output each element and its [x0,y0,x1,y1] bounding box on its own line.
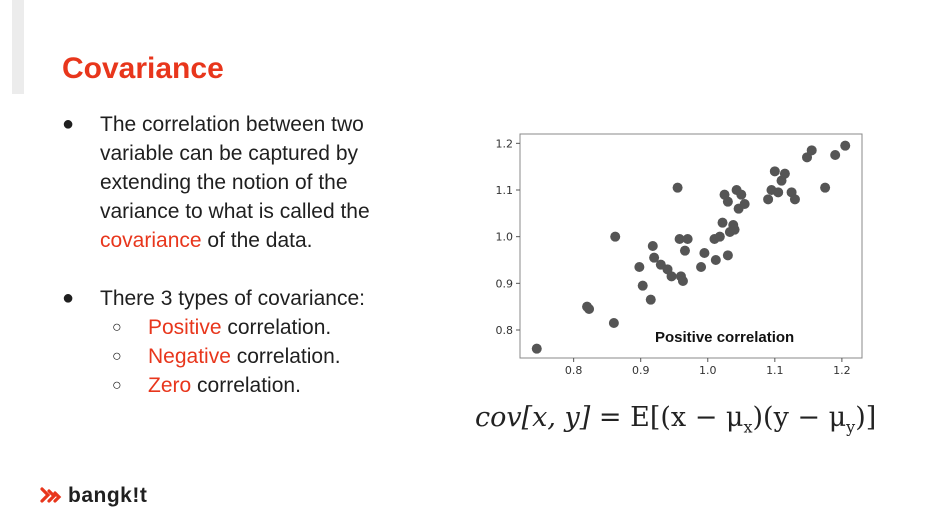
highlight-term: Negative [148,345,231,368]
bullet-line: variance to what is called the [100,200,370,223]
highlight-term: Zero [148,374,192,397]
x-tick-label: 1.2 [833,364,851,377]
scatter-point [647,241,658,251]
scatter-point [773,187,784,198]
x-tick-label: 0.9 [632,364,650,377]
y-tick-label: 1.0 [496,231,514,244]
bullet-line: extending the notion of the [100,171,348,194]
x-tick-label: 1.0 [699,364,717,377]
scatter-point [645,294,656,305]
bangkit-logo-icon [40,487,62,503]
scatter-point [672,182,683,193]
scatter-point [677,276,688,286]
bullet-item-types: ● There 3 types of covariance: [62,284,442,313]
scatter-point [679,245,690,256]
scatter-point [649,252,660,263]
formula-lhs: cov[x, y] [475,402,591,433]
plot-frame [519,133,863,359]
bullet-item-definition: ● The correlation between two variable c… [62,110,442,255]
chart-annotation: Positive correlation [655,329,794,346]
scatter-point [736,189,747,200]
covariance-formula: cov[x, y] = E[(x − μx)(y − μy)] [475,402,876,436]
scatter-point [666,271,677,282]
formula-mid: )(y − μ [752,402,847,433]
sub-item-zero: ○ Zero correlation. [62,371,442,400]
scatter-point [696,262,707,272]
formula-eq: = E[(x − μ [590,402,744,433]
logo-text: bangk!t [68,484,148,507]
y-tick-label: 0.9 [496,277,514,290]
scatter-point [763,194,774,205]
slide-title: Covariance [62,52,224,85]
scatter-point [806,145,817,156]
scatter-point [769,166,780,177]
x-tick-label: 0.8 [565,364,583,377]
scatter-point [714,231,725,242]
sub-item-negative: ○ Negative correlation. [62,342,442,371]
scatter-point [779,168,790,179]
scatter-point [722,250,733,261]
formula-sub-y: y [846,417,856,437]
formula-end: )] [855,402,877,433]
scatter-point [820,182,831,193]
circle-bullet-icon: ○ [112,377,122,394]
scatter-point [584,304,595,314]
bullet-dot-icon: ● [62,113,75,135]
bangkit-logo: bangk!t [40,484,147,508]
scatter-point [637,280,648,291]
circle-bullet-icon: ○ [112,348,122,365]
scatter-point [634,262,645,272]
circle-bullet-icon: ○ [112,319,122,336]
scatter-point [674,234,685,244]
highlight-term: covariance [100,229,202,252]
scatter-point [729,224,740,235]
scatter-point [739,199,750,209]
scatter-point [531,343,542,354]
y-tick-label: 0.8 [496,324,514,337]
formula-sub-x: x [743,417,753,437]
sub-item-positive: ○ Positive correlation. [62,313,442,342]
bullet-dot-icon: ● [62,287,75,309]
bullet-list: ● The correlation between two variable c… [62,110,442,400]
scatter-point [610,231,621,242]
bullet-line-tail: of the data. [201,229,313,252]
scatter-point [717,217,728,228]
bullet-line: The correlation between two [100,113,364,136]
y-tick-label: 1.2 [496,137,514,150]
scatter-point [840,140,851,151]
highlight-term: Positive [148,316,222,339]
bullet-text: There 3 types of covariance: [100,287,365,310]
scatter-point [789,194,800,205]
scatter-point [722,196,733,207]
y-tick-label: 1.1 [496,184,514,197]
scatter-chart: 0.8 0.9 1.0 1.1 1.2 0.8 0.9 1.0 1.1 1.2 Positive c… [496,133,863,377]
scatter-point [830,150,841,160]
scatter-point [682,234,693,244]
scatter-point [699,248,710,258]
sub-item-text: correlation. [221,316,332,339]
slide-accent-bar [12,0,24,94]
sub-item-text: correlation. [191,374,301,397]
scatter-point [608,318,619,328]
bullet-line: variable can be captured by [100,142,358,165]
scatter-point [710,255,721,265]
scatter-point [802,152,813,163]
x-tick-label: 1.1 [766,364,784,377]
sub-item-text: correlation. [230,345,341,368]
